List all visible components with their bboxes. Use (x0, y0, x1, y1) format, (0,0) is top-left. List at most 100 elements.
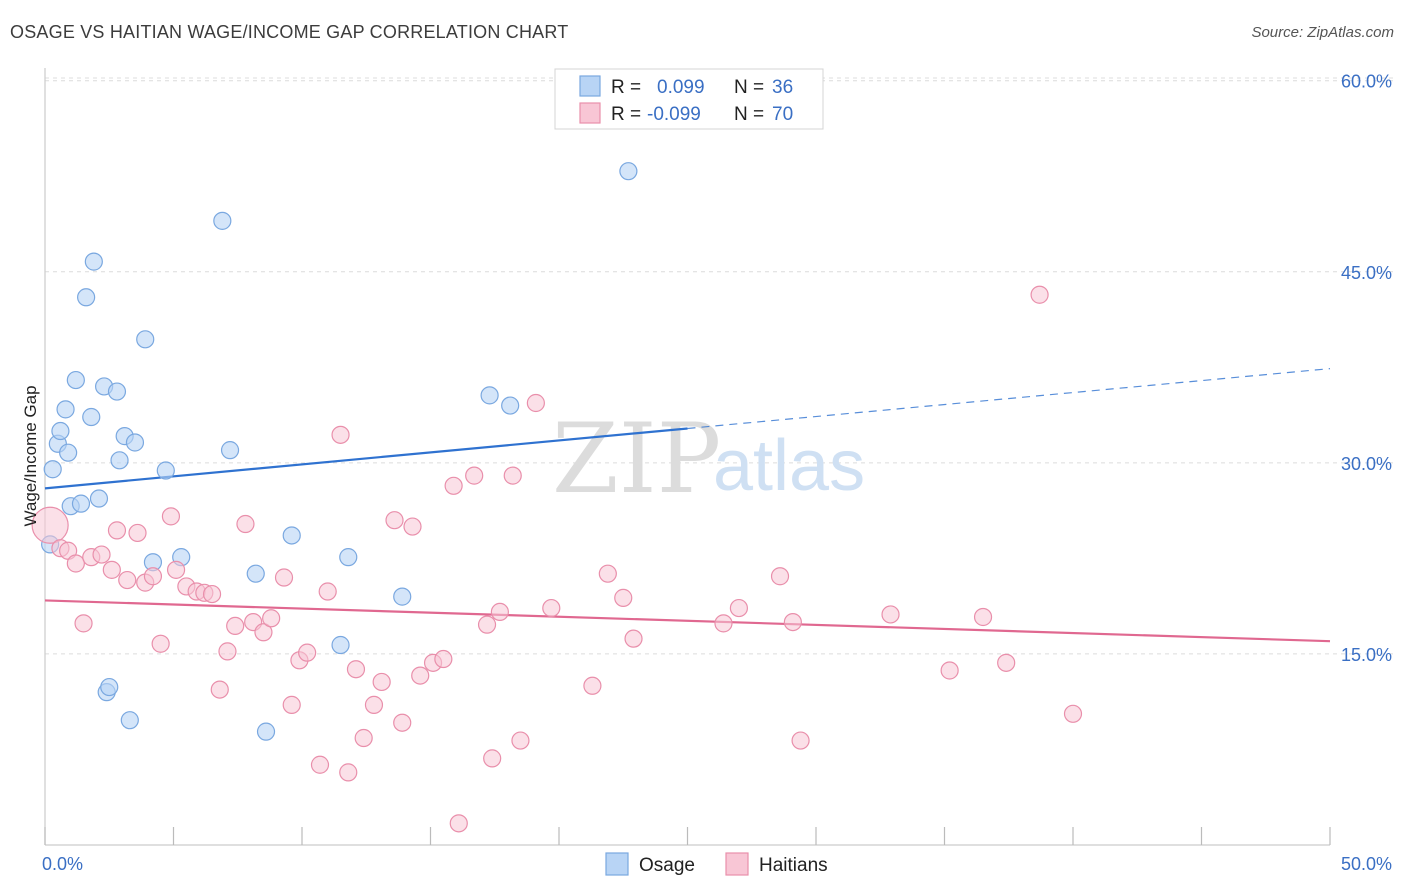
haitian-point (503, 466, 522, 485)
haitian-point (1063, 704, 1083, 723)
x-tick-labels: 0.0% 50.0% (42, 854, 1392, 874)
haitian-point (202, 584, 222, 604)
chart-title: OSAGE VS HAITIAN WAGE/INCOME GAP CORRELA… (10, 22, 569, 42)
haitian-point (274, 568, 294, 587)
haitian-points (31, 285, 1083, 833)
legend-osage-n-label: N = (734, 77, 764, 98)
haitian-point (973, 607, 993, 627)
osage-point (156, 461, 175, 480)
haitian-point (483, 749, 502, 768)
haitian-point (318, 582, 337, 601)
haitian-point (31, 506, 69, 544)
osage-trend-line (44, 368, 1331, 490)
haitian-point (262, 609, 281, 628)
haitian-point (66, 554, 85, 573)
bottom-legend: Osage Haitians (605, 852, 828, 876)
haitian-point (434, 649, 453, 669)
bottom-legend-osage-label: Osage (639, 855, 695, 876)
osage-point (125, 433, 145, 452)
haitian-point (128, 523, 147, 543)
grid-lines (45, 77, 1395, 655)
haitian-point (583, 676, 602, 695)
bottom-legend-haitian-label: Haitians (759, 855, 828, 876)
osage-point (66, 370, 85, 390)
legend-osage-swatch (579, 75, 601, 97)
y-tick-label-2: 45.0% (1341, 263, 1392, 283)
haitian-point (511, 731, 530, 750)
haitian-point (364, 695, 384, 714)
osage-point (256, 722, 276, 741)
watermark-zip: ZIP (552, 403, 721, 515)
bottom-legend-haitian-swatch (725, 852, 749, 876)
osage-point (331, 635, 350, 655)
y-tick-labels: 15.0% 30.0% 45.0% 60.0% (1341, 72, 1392, 665)
legend-osage-n-value: 36 (772, 77, 793, 98)
haitian-point (411, 666, 430, 685)
watermark-atlas: atlas (713, 426, 865, 506)
haitian-point (254, 623, 273, 642)
haitian-point (997, 653, 1016, 672)
haitian-point (218, 642, 237, 661)
osage-point (56, 400, 75, 419)
osage-trend-dashed (687, 368, 1331, 430)
haitian-point (143, 567, 163, 586)
osage-point (82, 407, 101, 427)
legend-box: R = 0.099 N = 36 R = -0.099 N = 70 (554, 68, 824, 130)
haitian-point (1030, 285, 1049, 304)
y-tick-label-0: 15.0% (1341, 645, 1392, 665)
haitian-point (151, 634, 170, 653)
haitian-point (490, 602, 509, 622)
haitian-point (477, 615, 497, 634)
haitian-point (449, 814, 468, 833)
haitian-point (403, 517, 422, 536)
osage-point (282, 526, 301, 545)
haitian-trend-line (44, 599, 1331, 643)
haitian-point (714, 614, 733, 633)
haitian-point (791, 731, 810, 750)
osage-point (110, 451, 129, 470)
haitian-point (298, 643, 317, 662)
haitian-point (310, 755, 330, 774)
haitian-point (102, 560, 121, 579)
y-axis-label: Wage/Income Gap (21, 385, 40, 526)
osage-point (77, 288, 96, 307)
osage-point (246, 564, 265, 583)
osage-point (136, 330, 155, 349)
haitian-point (598, 564, 617, 583)
haitian-point (354, 728, 373, 748)
haitian-point (236, 514, 255, 534)
haitian-trend-solid (44, 599, 1331, 643)
osage-point (43, 460, 62, 479)
haitian-point (770, 567, 790, 586)
osage-point (107, 382, 127, 401)
haitian-point (282, 695, 301, 714)
osage-point (480, 386, 499, 405)
haitian-point (346, 660, 366, 679)
haitian-point (74, 614, 93, 633)
osage-point (393, 587, 412, 606)
haitian-point (166, 560, 186, 579)
osage-point (213, 211, 232, 230)
legend-osage-r-label: R = (611, 77, 641, 98)
haitian-point (339, 763, 358, 782)
haitian-point (118, 570, 137, 590)
legend-osage-r-value: 0.099 (657, 77, 705, 98)
haitian-point (729, 598, 749, 618)
x-tick-label-end: 50.0% (1341, 854, 1392, 874)
haitian-point (107, 521, 127, 540)
watermark: ZIP atlas (552, 403, 865, 515)
haitian-point (614, 588, 633, 607)
haitian-point (161, 507, 181, 526)
source-label: Source: ZipAtlas.com (1251, 24, 1394, 41)
osage-points (41, 162, 638, 741)
osage-point (120, 711, 139, 730)
legend-haitian-r-label: R = (611, 104, 641, 125)
haitian-point (210, 680, 229, 699)
osage-point (100, 677, 119, 697)
osage-trend-solid (44, 427, 688, 490)
bottom-legend-osage-swatch (605, 852, 629, 876)
osage-point (71, 494, 91, 513)
haitian-point (372, 672, 391, 692)
haitian-point (92, 545, 111, 564)
axes (44, 68, 1331, 846)
